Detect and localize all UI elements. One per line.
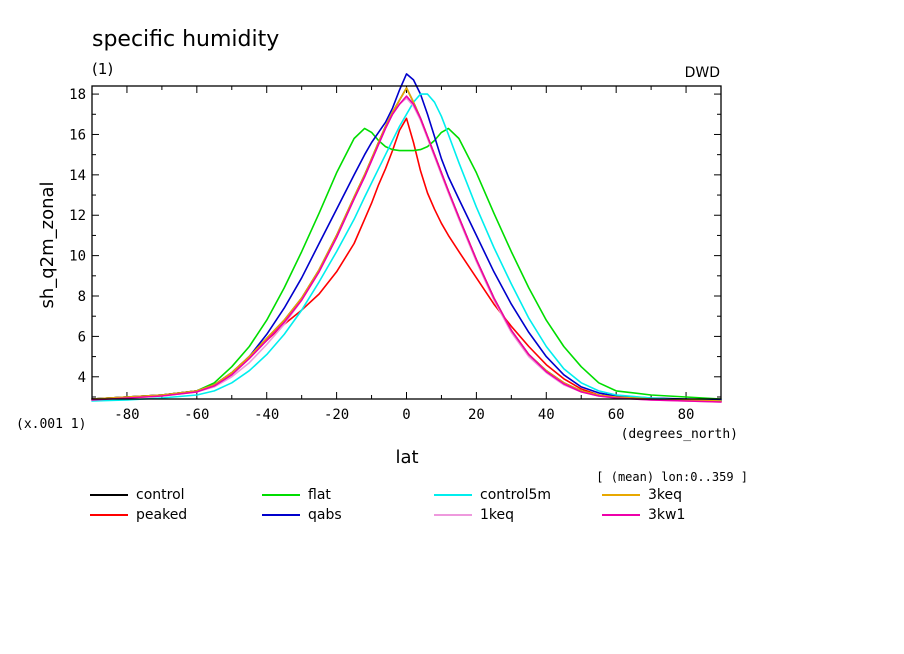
series-line-3kw1	[91, 95, 722, 403]
y-scale-note: (x.001 1)	[16, 417, 86, 432]
series-line-control	[91, 87, 722, 402]
chart-title: specific humidity	[92, 27, 279, 52]
legend-item-3keq: 3keq	[602, 486, 682, 504]
x-tick-label: 80	[678, 407, 695, 423]
x-tick-label: 40	[538, 407, 555, 423]
legend-item-control5m: control5m	[434, 486, 551, 504]
x-tick-label: -20	[324, 407, 349, 423]
series-line-peaked	[91, 117, 722, 402]
legend-item-flat: flat	[262, 486, 331, 504]
y-tick-label: 14	[69, 168, 86, 184]
legend-swatch	[90, 494, 128, 496]
legend-item-control: control	[90, 486, 185, 504]
y-axis-label: sh_q2m_zonal	[37, 181, 58, 308]
legend-label: control	[136, 487, 185, 503]
chart-subtitle-right: DWD	[685, 65, 720, 81]
legend-swatch	[90, 514, 128, 516]
x-tick-label: -60	[184, 407, 209, 423]
series-line-flat	[91, 127, 722, 400]
y-tick-label: 6	[78, 329, 86, 345]
legend-swatch	[602, 514, 640, 516]
y-tick-label: 8	[78, 289, 86, 305]
series-line-3keq	[91, 87, 722, 402]
y-tick-label: 18	[69, 87, 86, 103]
chart-footnote: [ (mean) lon:0..359 ]	[596, 470, 748, 484]
legend-label: peaked	[136, 507, 188, 523]
x-tick-label: 20	[468, 407, 485, 423]
legend-swatch	[602, 494, 640, 496]
legend-label: qabs	[308, 507, 342, 523]
x-tick-label: -40	[254, 407, 279, 423]
legend-label: 3keq	[648, 487, 683, 503]
legend-item-3kw1: 3kw1	[602, 506, 685, 524]
series-lines	[91, 73, 722, 403]
legend-label: control5m	[480, 487, 552, 503]
legend-swatch	[262, 514, 300, 516]
x-units-label: (degrees_north)	[621, 427, 738, 442]
legend-swatch	[262, 494, 300, 496]
x-tick-label: 60	[608, 407, 625, 423]
series-line-control5m	[91, 93, 722, 402]
legend-swatch	[434, 494, 472, 496]
series-line-1keq	[91, 97, 722, 403]
legend-swatch	[434, 514, 472, 516]
y-tick-label: 16	[69, 127, 86, 143]
x-tick-label: 0	[402, 407, 410, 423]
legend: control peaked flat qabs control5m 1keq 3keq 3k…	[90, 486, 770, 526]
x-tick-label: -80	[114, 407, 139, 423]
legend-label: flat	[308, 487, 331, 503]
y-tick-label: 4	[78, 370, 86, 386]
chart-subtitle-left: (1)	[92, 60, 113, 78]
x-axis-label: lat	[395, 447, 418, 468]
plot-frame	[91, 85, 722, 400]
y-tick-label: 10	[69, 249, 86, 265]
axes: -80 -60 -40 -20 0 20 40 60 80 4 6 8 10 12 14 16 18	[69, 86, 722, 423]
y-tick-label: 12	[69, 208, 86, 224]
legend-label: 1keq	[480, 507, 515, 523]
legend-item-qabs: qabs	[262, 506, 342, 524]
legend-item-1keq: 1keq	[434, 506, 514, 524]
legend-item-peaked: peaked	[90, 506, 187, 524]
legend-label: 3kw1	[648, 507, 686, 523]
series-line-qabs	[91, 73, 722, 401]
